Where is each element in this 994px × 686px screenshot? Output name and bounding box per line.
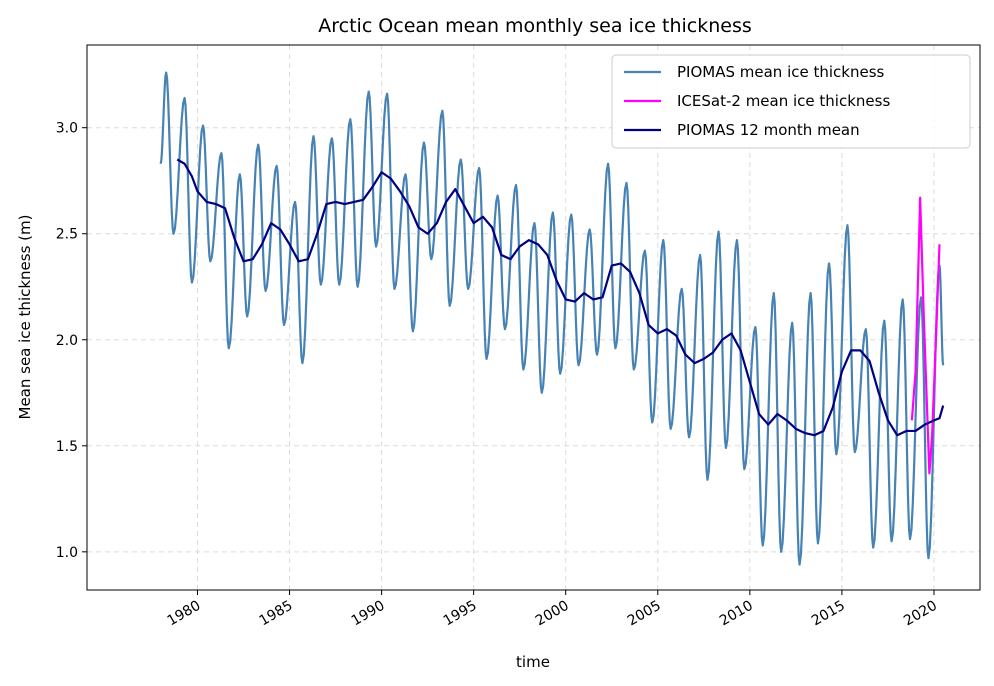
y-tick-label: 2.5 [56, 227, 78, 243]
y-tick-label: 3.0 [56, 121, 78, 137]
legend-label: ICESat-2 mean ice thickness [677, 92, 890, 110]
legend-box [611, 54, 971, 149]
y-tick-label: 2.0 [56, 333, 78, 349]
x-axis-label: time [516, 653, 550, 671]
y-tick-label: 1.0 [56, 545, 78, 561]
y-axis-ticks: 1.0 1.5 2.0 2.5 3.0 [56, 121, 87, 561]
icesat2-mean-ice-thickness-line [910, 196, 941, 475]
legend-label: PIOMAS mean ice thickness [677, 63, 885, 81]
piomas-12-month-mean-line [176, 158, 945, 437]
legend-label: PIOMAS 12 month mean [677, 121, 860, 139]
piomas-mean-ice-thickness-line [159, 71, 945, 566]
y-axis-label: Mean sea ice thickness (m) [16, 215, 34, 420]
legend: PIOMAS mean ice thickness ICESat-2 mean i… [611, 54, 971, 149]
y-tick-label: 1.5 [56, 439, 78, 455]
chart-title: Arctic Ocean mean monthly sea ice thickn… [318, 15, 752, 37]
plot-frame [86, 44, 981, 591]
series-lines [159, 71, 945, 566]
